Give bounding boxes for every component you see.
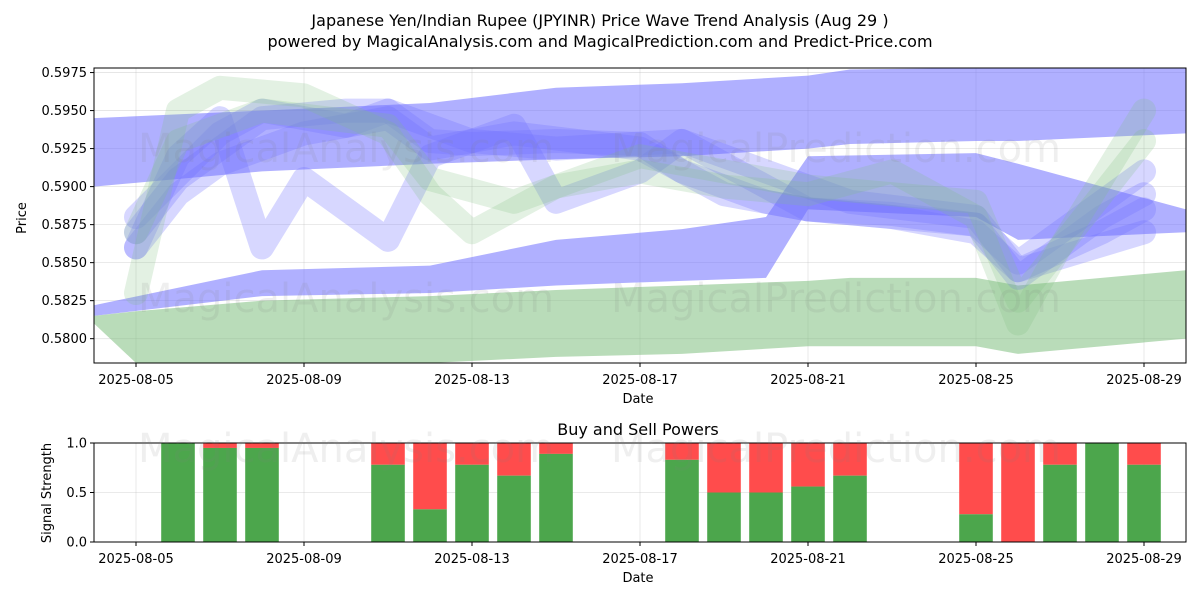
buy-bar-2025-08-29 [1127,464,1161,542]
buy-bar-2025-08-11 [371,464,405,542]
top-x-tick-label-4: 2025-08-21 [770,373,846,388]
top-plot-content [94,68,1186,363]
top-y-tick-label-5: 0.5925 [42,142,88,157]
bottom-x-tick-label-6: 2025-08-29 [1106,552,1182,567]
top-x-tick-label-6: 2025-08-29 [1106,373,1182,388]
sell-bar-2025-08-20 [749,443,783,493]
buy-bar-2025-08-19 [707,492,741,542]
buy-bar-2025-08-21 [791,486,825,542]
top-x-axis-label: Date [622,392,653,407]
chart-subtitle: powered by MagicalAnalysis.com and Magic… [267,32,932,51]
buy-bar-2025-08-20 [749,492,783,542]
band-2 [94,270,1186,363]
sell-bar-2025-08-18 [665,443,699,460]
top-x-tick-label-3: 2025-08-17 [602,373,678,388]
buy-bar-2025-08-25 [959,514,993,542]
watermark-right-mid: MagicalPrediction.com [611,276,1061,322]
band-1 [94,153,1186,316]
top-y-tick-label-4: 0.5900 [42,180,88,195]
watermark-left-bottom: MagicalAnalysis.com [138,426,554,472]
chart-title: Japanese Yen/Indian Rupee (JPYINR) Price… [310,11,888,30]
bottom-y-axis-label: Signal Strength [40,443,55,543]
buy-bar-2025-08-28 [1085,443,1119,542]
sell-bar-2025-08-11 [371,443,405,465]
sell-bar-2025-08-22 [833,443,867,476]
buy-bar-2025-08-08 [245,447,279,542]
top-y-axis-label: Price [15,202,30,234]
buy-bar-2025-08-22 [833,475,867,542]
wave-line-4 [124,75,1156,336]
bottom-x-tick-label-4: 2025-08-21 [770,552,846,567]
bottom-x-tick-label-5: 2025-08-25 [938,552,1014,567]
watermark-left-top: MagicalAnalysis.com [138,126,554,172]
sell-bar-2025-08-25 [959,443,993,515]
wave-line-0 [124,98,1156,290]
bottom-y-tick-label-1: 0.5 [66,486,87,501]
top-y-tick-label-1: 0.5825 [42,294,88,309]
buy-bar-2025-08-15 [539,453,573,542]
top-x-tick-label-5: 2025-08-25 [938,373,1014,388]
sell-bar-2025-08-08 [245,443,279,448]
sell-bar-2025-08-27 [1043,443,1077,465]
top-y-tick-label-2: 0.5850 [42,256,88,271]
watermark-left-mid: MagicalAnalysis.com [138,276,554,322]
sell-bar-2025-08-15 [539,443,573,454]
buy-bar-2025-08-06 [161,443,195,542]
sell-bar-2025-08-19 [707,443,741,493]
buy-bar-2025-08-13 [455,464,489,542]
buy-bar-2025-08-18 [665,459,699,542]
sell-bar-2025-08-29 [1127,443,1161,465]
top-y-tick-label-6: 0.5950 [42,104,88,119]
bottom-x-axis-label: Date [622,571,653,586]
bottom-x-tick-label-3: 2025-08-17 [602,552,678,567]
buy-bar-2025-08-12 [413,509,447,542]
sell-bar-2025-08-14 [497,443,531,476]
bottom-x-tick-label-2: 2025-08-13 [434,552,510,567]
wave-line-2 [124,98,1156,275]
bottom-x-tick-label-1: 2025-08-09 [266,552,342,567]
bottom-x-tick-label-0: 2025-08-05 [98,552,174,567]
watermark-right-bottom: MagicalPrediction.com [611,426,1061,472]
bottom-y-tick-label-0: 0.0 [66,536,87,551]
watermark-right-top: MagicalPrediction.com [611,126,1061,172]
sell-bar-2025-08-07 [203,443,237,448]
top-y-tick-label-3: 0.5875 [42,218,88,233]
top-y-tick-label-7: 0.5975 [42,66,88,81]
top-y-tick-label-0: 0.5800 [42,332,88,347]
wave-line-5 [124,98,1156,313]
buy-bar-2025-08-14 [497,475,531,542]
sell-bar-2025-08-13 [455,443,489,465]
buy-sell-plot: 2025-08-05 2025-08-09 2025-08-13 2025-08-17… [66,437,1187,567]
bottom-y-tick-label-2: 1.0 [66,437,87,452]
sell-bar-2025-08-12 [413,443,447,510]
top-x-tick-label-0: 2025-08-05 [98,373,174,388]
sell-bar-2025-08-26 [1001,443,1035,542]
band-0 [94,68,1186,187]
wave-line-1 [124,106,1156,283]
top-x-tick-label-1: 2025-08-09 [266,373,342,388]
top-x-tick-label-2: 2025-08-13 [434,373,510,388]
bottom-chart-title: Buy and Sell Powers [557,420,719,439]
buy-bar-2025-08-27 [1043,464,1077,542]
sell-bar-2025-08-21 [791,443,825,487]
price-wave-plot: 2025-08-05 2025-08-09 2025-08-13 2025-08-17… [42,66,1187,388]
wave-line-3 [124,106,1156,283]
buy-bar-2025-08-07 [203,447,237,542]
